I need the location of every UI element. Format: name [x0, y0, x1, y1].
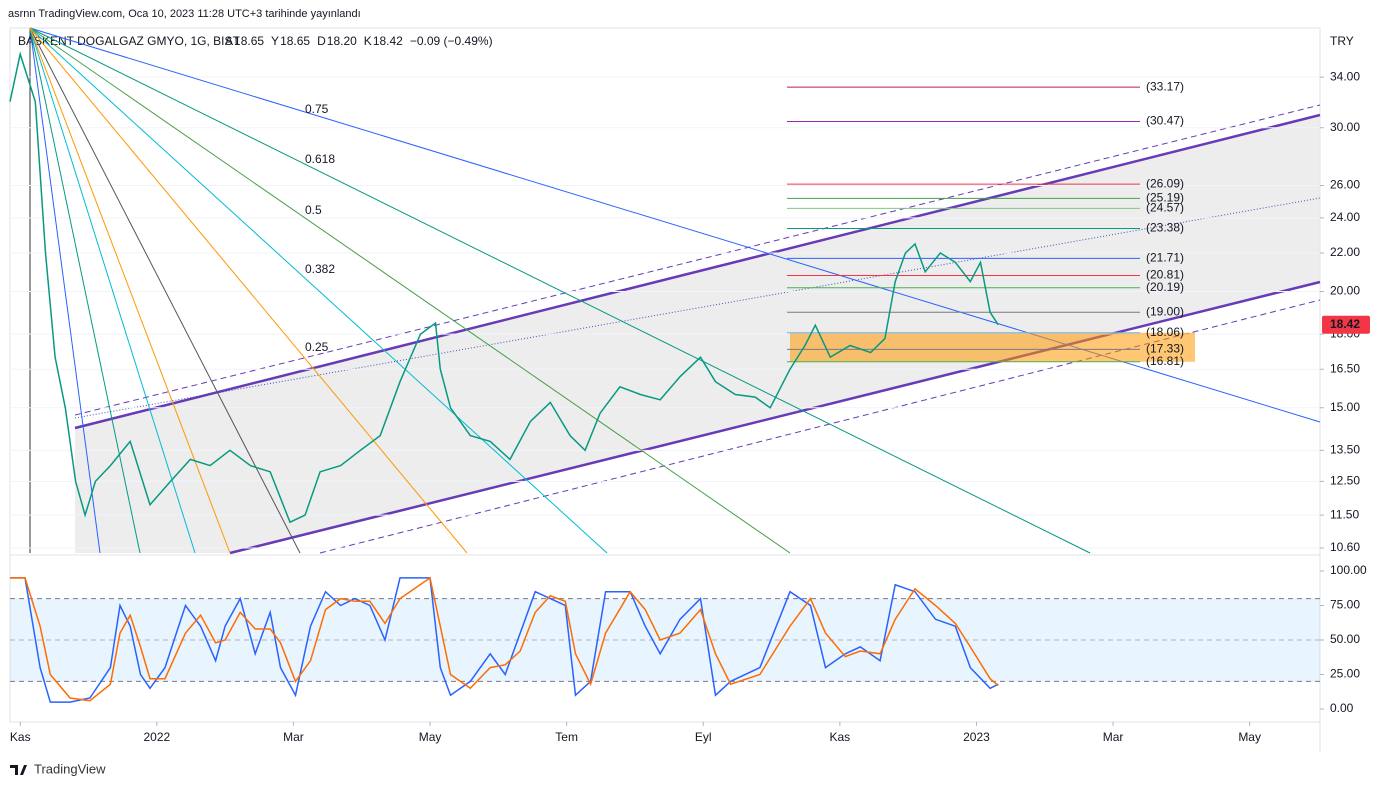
- y-tick-label: 10.60: [1330, 540, 1360, 554]
- footer-brand: TradingView: [34, 761, 106, 776]
- y-tick-label: 30.00: [1330, 120, 1360, 134]
- y-tick-label: 11.50: [1330, 507, 1359, 521]
- fib-label: (19.00): [1146, 304, 1184, 318]
- x-tick-label: 2023: [963, 730, 990, 744]
- channel-lower: [229, 280, 1321, 555]
- x-tick-label: May: [1238, 730, 1261, 744]
- fan-line: [29, 27, 231, 554]
- channel-mid: [74, 197, 1321, 419]
- series-line: [9, 51, 999, 524]
- series-line: [10, 576, 999, 702]
- ohlc-key: A: [225, 34, 233, 48]
- fib-label: (33.17): [1146, 79, 1184, 93]
- y-tick-label: 22.00: [1330, 245, 1360, 259]
- fib-label: (25.19): [1146, 190, 1184, 204]
- series-line: [10, 577, 999, 703]
- symbol: BASKENT DOGALGAZ GMYO, 1G, BIST: [18, 34, 241, 48]
- published: asrnn TradingView.com, Oca 10, 2023 11:2…: [8, 8, 361, 20]
- fan-line: [29, 27, 141, 554]
- x-tick-label: Eyl: [695, 730, 712, 744]
- channel-upper: [74, 113, 1321, 430]
- fib-label: (21.71): [1146, 251, 1184, 265]
- fan-line: [29, 27, 608, 554]
- fan-line: [29, 27, 468, 554]
- fan-line: [29, 27, 301, 554]
- x-tick-label: Kas: [830, 730, 851, 744]
- currency: TRY: [1330, 34, 1354, 48]
- fib-label: (23.38): [1146, 221, 1184, 235]
- y-tick-label: 100.00: [1330, 563, 1367, 577]
- fib-label: (16.81): [1146, 354, 1184, 368]
- channel-upper-dash: [74, 104, 1321, 416]
- plot: A 18.65 Y 18.65 D 18.20 K 18.42 −0.09 (−0.49%)34…: [9, 27, 1370, 775]
- fib-label: (26.09): [1146, 176, 1184, 190]
- fan-label: 0.382: [305, 262, 335, 276]
- fan-label: 0.618: [305, 152, 335, 166]
- fan-line: [29, 27, 196, 554]
- x-tick-label: May: [419, 730, 442, 744]
- x-tick-label: 2022: [143, 730, 170, 744]
- ohlc-key: Y: [271, 34, 279, 48]
- ohlc-key: D: [317, 34, 326, 48]
- ohlc-value: 18.65: [234, 34, 264, 48]
- y-tick-label: 12.50: [1330, 474, 1360, 488]
- ohlc-value: 18.65: [280, 34, 310, 48]
- fan-line: [29, 27, 1091, 554]
- y-tick-label: 50.00: [1330, 632, 1360, 646]
- fib-label: (18.06): [1146, 325, 1184, 339]
- y-tick-label: 15.00: [1330, 400, 1360, 414]
- fib-label: (20.81): [1146, 268, 1184, 282]
- ohlc-value: 18.42: [373, 34, 403, 48]
- y-tick-label: 24.00: [1330, 210, 1360, 224]
- y-tick-label: 13.50: [1330, 442, 1360, 456]
- x-tick-label: Mar: [283, 730, 304, 744]
- fan-label: 0.75: [305, 102, 329, 116]
- fib-zone: [790, 332, 1195, 362]
- x-tick-label: Kas: [10, 730, 31, 744]
- change: −0.09 (−0.49%): [410, 34, 493, 48]
- fib-label: (30.47): [1146, 114, 1184, 128]
- y-tick-label: 26.00: [1330, 178, 1360, 192]
- y-tick-label: 16.50: [1330, 361, 1360, 375]
- ohlc-value: 18.20: [327, 34, 357, 48]
- y-tick-label: 75.00: [1330, 598, 1360, 612]
- fan-label: 0.5: [305, 203, 322, 217]
- fib-label: (17.33): [1146, 342, 1184, 356]
- brand-logo: [10, 765, 27, 775]
- last-price: 18.42: [1330, 317, 1360, 331]
- fan-line: [29, 27, 101, 554]
- y-tick-label: 34.00: [1330, 69, 1360, 83]
- y-tick-label: 0.00: [1330, 701, 1354, 715]
- y-tick-label: 25.00: [1330, 667, 1360, 681]
- ohlc-key: K: [364, 34, 372, 48]
- fib-label: (20.19): [1146, 280, 1184, 294]
- fan-label: 0.25: [305, 340, 329, 354]
- x-tick-label: Mar: [1103, 730, 1124, 744]
- x-tick-label: Tem: [555, 730, 578, 744]
- y-tick-label: 20.00: [1330, 284, 1360, 298]
- fib-label: (24.57): [1146, 201, 1184, 215]
- last-price-box: [1322, 315, 1370, 334]
- channel-lower-dash: [319, 299, 1321, 554]
- fan-line: [29, 27, 791, 554]
